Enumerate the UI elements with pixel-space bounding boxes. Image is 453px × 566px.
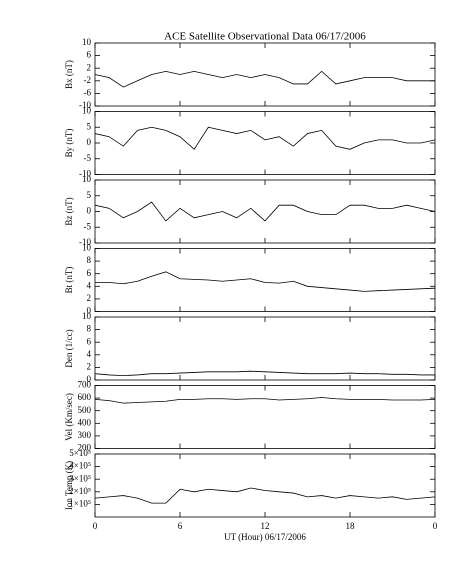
y-tick-label: -6 [84, 87, 92, 97]
data-line [94, 201, 436, 222]
y-axis-label: Vel (Km/sec) [64, 393, 74, 441]
y-axis-label: Bz (nT) [64, 197, 74, 225]
y-tick-label: 200 [78, 443, 92, 453]
y-tick-label: 10 [82, 311, 92, 321]
y-tick-label: 2×10⁵ [69, 486, 91, 496]
x-tick-label: 0 [93, 521, 98, 531]
y-tick-label: -10 [79, 237, 91, 247]
y-tick-label: 10 [82, 106, 92, 116]
y-tick-label: -10 [79, 169, 91, 179]
y-tick-label: -5 [84, 153, 92, 163]
y-tick-label: 0 [87, 374, 92, 384]
plot-frame [94, 248, 436, 312]
x-tick-label: 6 [178, 521, 183, 531]
y-tick-label: 6 [87, 336, 92, 346]
y-tick-label: 700 [78, 380, 92, 390]
plot-frame [94, 385, 436, 449]
plot-frame [94, 453, 436, 518]
y-axis-label: Den (1/cc) [64, 329, 74, 367]
x-tick-label: 0 [433, 521, 438, 531]
y-tick-label: 0 [87, 206, 92, 216]
data-line [94, 487, 436, 504]
chart-title: ACE Satellite Observational Data 06/17/2… [164, 31, 366, 43]
y-tick-label: 8 [87, 324, 92, 334]
y-tick-label: 2 [87, 62, 92, 72]
x-tick-label: 18 [346, 521, 356, 531]
y-tick-label: 600 [78, 392, 92, 402]
y-tick-label: -5 [84, 221, 92, 231]
y-tick-label: 8 [87, 255, 92, 265]
y-axis-label: By (nT) [64, 129, 74, 158]
x-axis-label: UT (Hour) 06/17/2006 [224, 532, 306, 542]
y-axis-label: Bt (nT) [64, 267, 74, 294]
data-line [94, 126, 436, 150]
y-tick-label: 0 [87, 306, 92, 316]
y-tick-label: 1×10⁵ [69, 498, 91, 508]
plot-frame [94, 316, 436, 381]
y-tick-label: 5 [87, 121, 92, 131]
y-tick-label: 5×10⁵ [69, 448, 91, 458]
y-tick-label: 400 [78, 417, 92, 427]
y-tick-label: 2 [87, 293, 92, 303]
y-tick-label: 2 [87, 361, 92, 371]
y-tick-label: 10 [82, 243, 92, 253]
y-tick-label: 4 [87, 349, 92, 359]
data-line [95, 271, 436, 292]
y-tick-label: 5 [87, 190, 92, 200]
y-tick-label: 500 [78, 405, 92, 415]
y-axis-label: Ion Temp (K) [64, 461, 74, 510]
y-tick-label: 300 [78, 430, 92, 440]
plot-frame [94, 179, 436, 244]
plot-frame [94, 111, 436, 175]
data-line [94, 370, 435, 376]
y-tick-label: 4×10⁵ [69, 461, 91, 471]
data-line [94, 70, 435, 88]
y-tick-label: 6 [87, 50, 92, 60]
y-tick-label: 6 [87, 268, 92, 278]
y-tick-label: 4 [87, 280, 92, 290]
data-line [94, 397, 436, 404]
y-tick-label: 10 [82, 174, 92, 184]
y-tick-label: 3×10⁵ [69, 473, 91, 483]
x-tick-label: 12 [261, 521, 270, 531]
y-tick-label: -2 [84, 75, 92, 85]
y-axis-label: Bx (nT) [64, 60, 74, 89]
y-tick-label: 0 [87, 137, 92, 147]
y-tick-label: -10 [79, 100, 91, 110]
y-tick-label: 10 [82, 37, 92, 47]
